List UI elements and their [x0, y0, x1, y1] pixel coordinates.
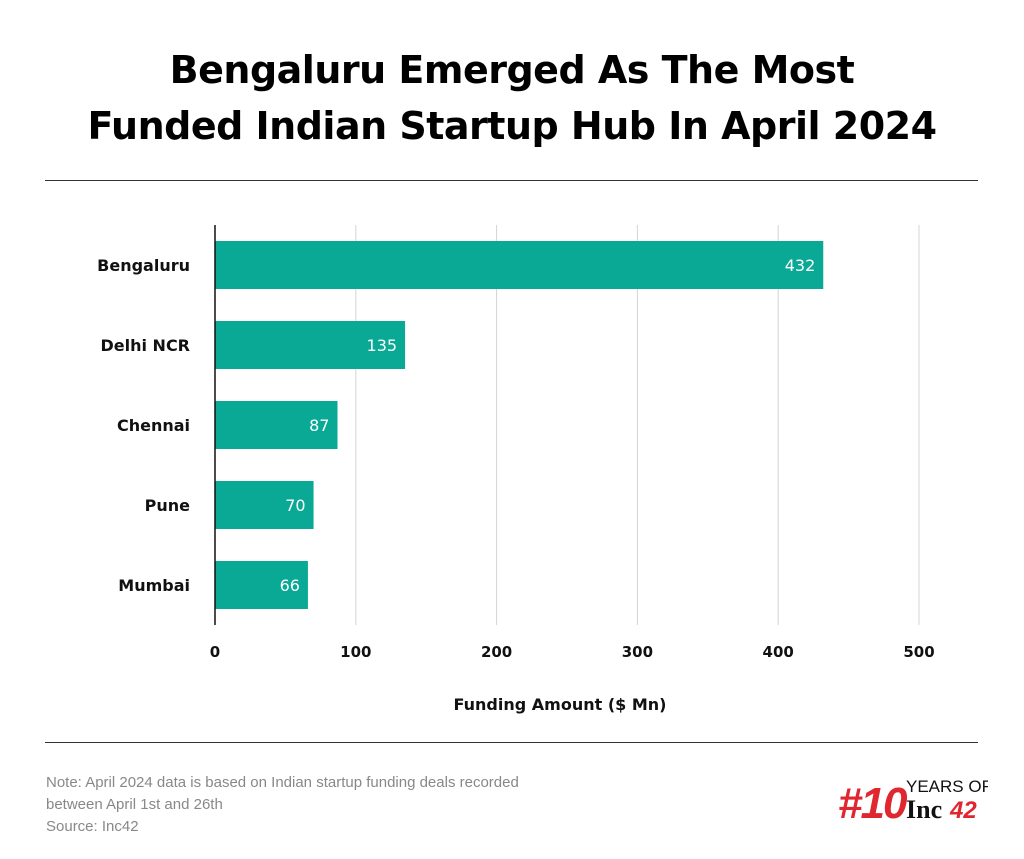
svg-text:#10: #10	[838, 779, 908, 822]
x-tick-label: 100	[340, 643, 371, 661]
x-tick-label: 500	[903, 643, 934, 661]
svg-text:Inc: Inc	[906, 795, 942, 822]
bar-chart: 0 100 200 300 400 500 432 Bengaluru 135 Delhi NCR…	[97, 225, 935, 714]
bar	[215, 561, 308, 609]
x-tick-label: 0	[210, 643, 220, 661]
y-tick-label: Delhi NCR	[100, 336, 190, 355]
y-tick-label: Mumbai	[118, 576, 190, 595]
data-label: 432	[785, 256, 816, 275]
chart-title: Bengaluru Emerged As The Most Funded Indi…	[87, 48, 937, 148]
y-tick-label: Bengaluru	[97, 256, 190, 275]
footer-note: Note: April 2024 data is based on Indian…	[46, 772, 519, 838]
data-label: 87	[309, 416, 329, 435]
svg-text:YEARS OF: YEARS OF	[906, 777, 988, 796]
note-line-2: between April 1st and 26th	[46, 796, 223, 813]
data-label: 135	[367, 336, 398, 355]
top-divider	[45, 180, 978, 181]
y-tick-label: Pune	[145, 496, 191, 515]
note-line-1: Note: April 2024 data is based on Indian…	[46, 774, 519, 791]
source: Source: Inc42	[46, 818, 139, 835]
bar	[215, 321, 406, 369]
inc42-logo: #10 YEARS OF Inc 42	[838, 777, 988, 822]
x-tick-label: 200	[481, 643, 512, 661]
svg-text:42: 42	[949, 797, 977, 822]
y-tick-label: Chennai	[117, 416, 190, 435]
data-label: 70	[285, 496, 305, 515]
data-label: 66	[280, 576, 300, 595]
x-tick-label: 400	[763, 643, 794, 661]
bar	[215, 481, 314, 529]
x-axis-title: Funding Amount ($ Mn)	[454, 695, 667, 714]
bottom-divider	[45, 742, 978, 743]
x-tick-label: 300	[622, 643, 653, 661]
bar	[215, 401, 338, 449]
bar	[215, 241, 824, 289]
